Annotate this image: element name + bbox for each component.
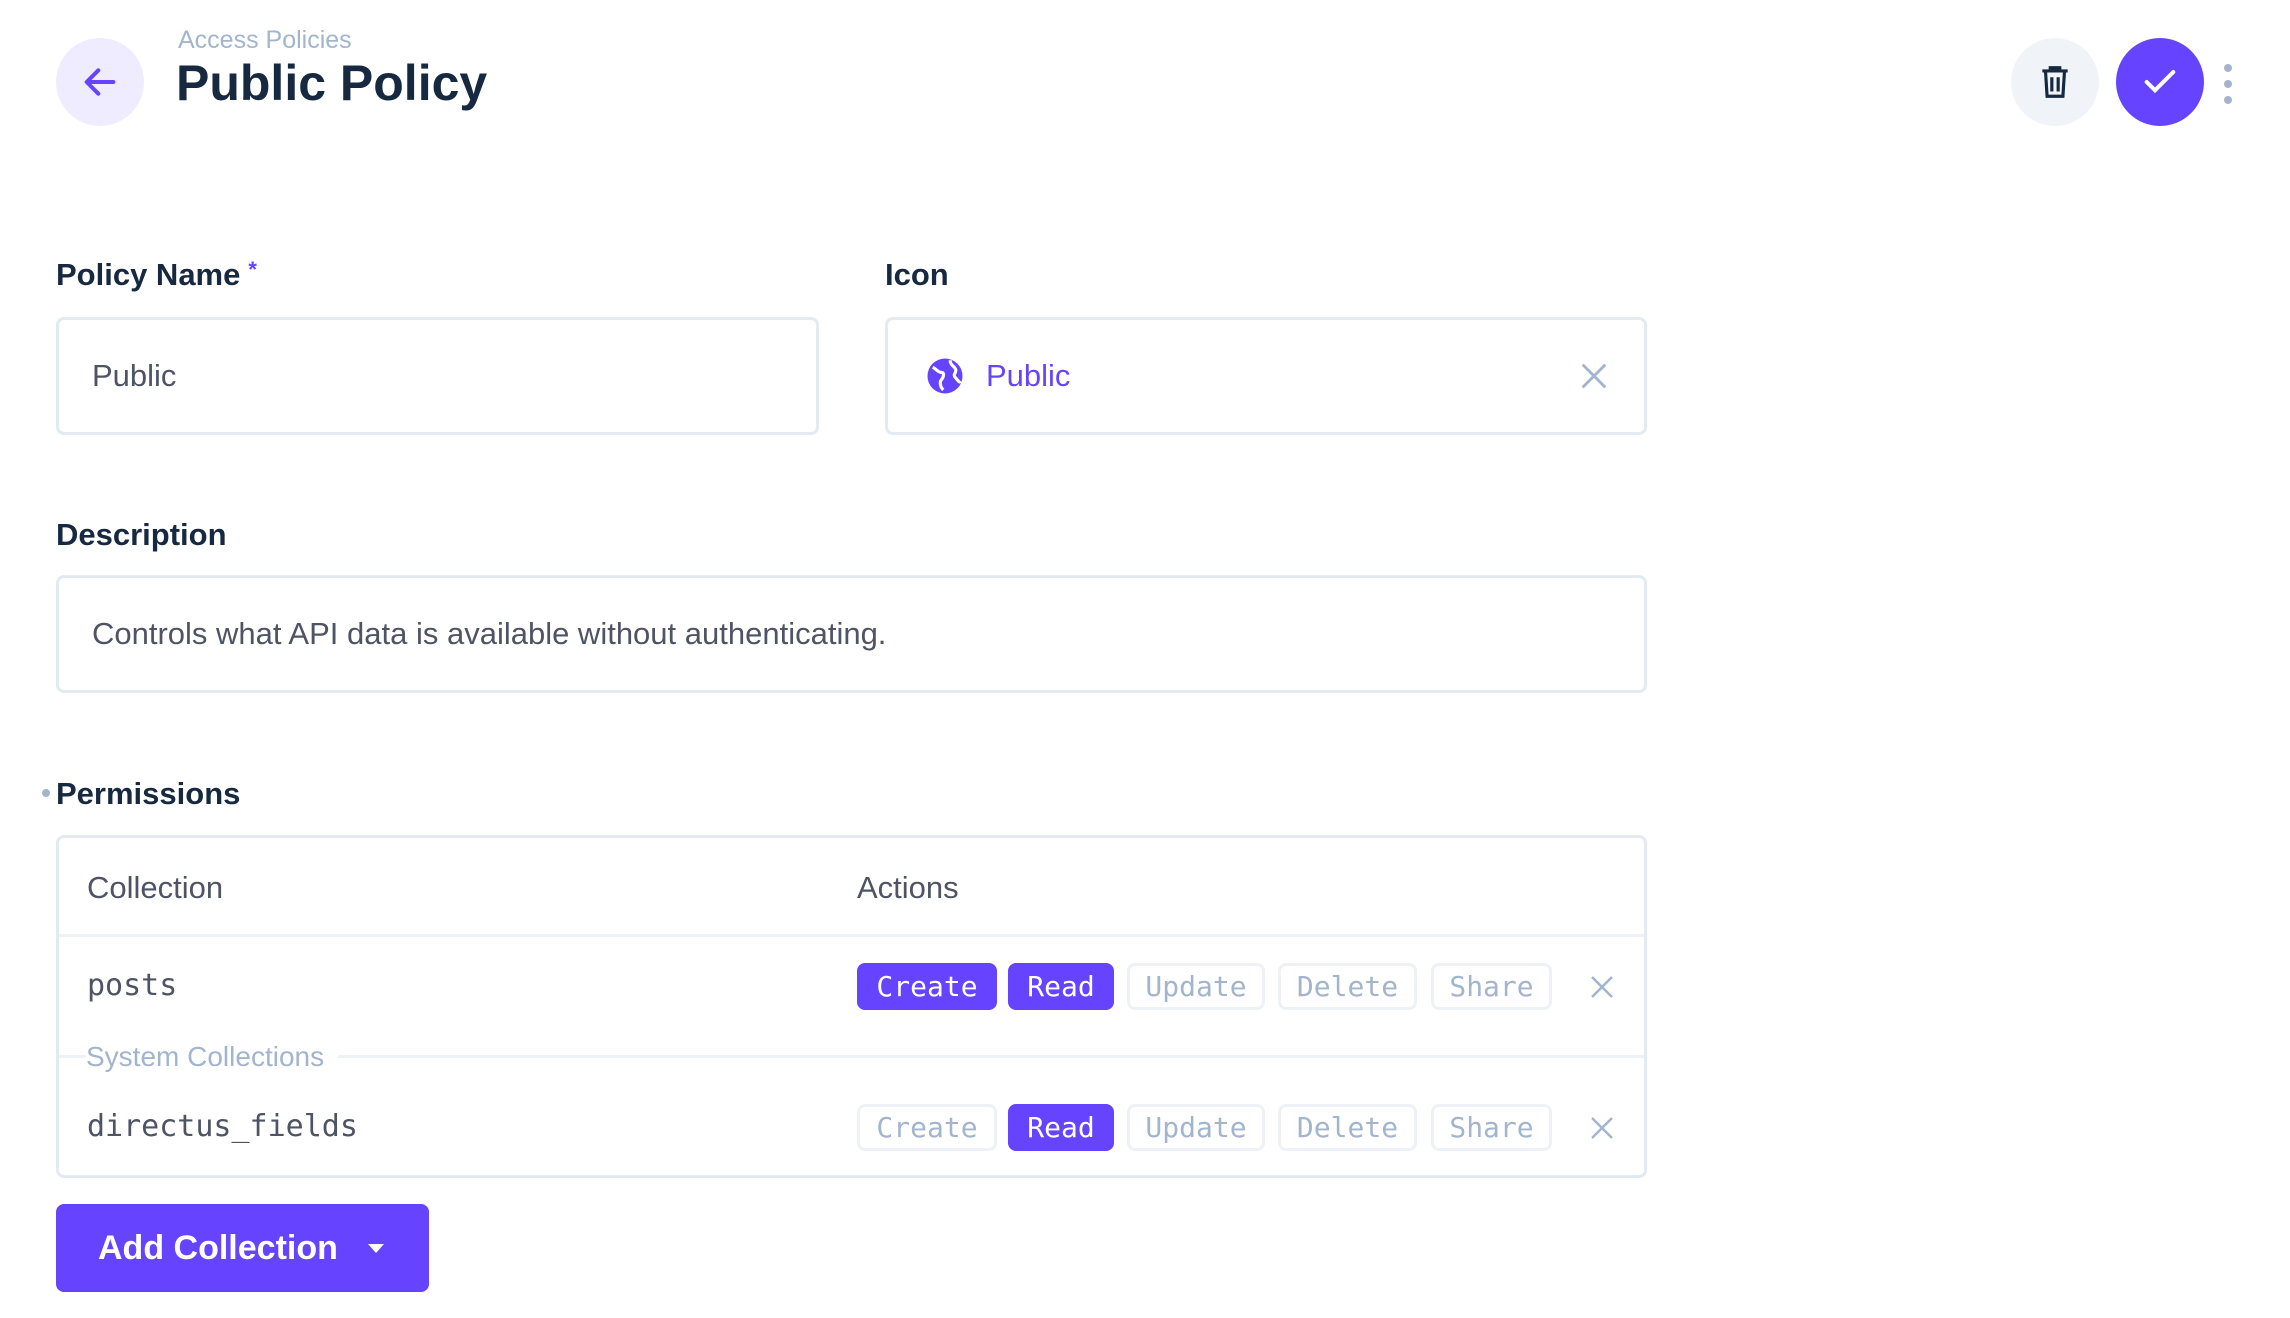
delete-button[interactable]: [2011, 38, 2099, 126]
edited-indicator: [42, 789, 50, 797]
header-divider: [59, 934, 1644, 937]
remove-collection-icon[interactable]: [1587, 972, 1617, 1002]
icon-label: Icon: [885, 257, 949, 292]
back-button[interactable]: [56, 38, 144, 126]
collection-name: posts: [87, 968, 178, 1003]
description-label: Description: [56, 517, 227, 552]
permission-update-toggle[interactable]: Update: [1127, 1104, 1265, 1151]
permission-create-toggle[interactable]: Create: [857, 963, 997, 1010]
group-divider: [59, 1055, 1644, 1058]
public-globe-icon: [927, 358, 963, 394]
more-options-button[interactable]: [2220, 64, 2236, 104]
icon-value: Public: [986, 358, 1071, 393]
permission-share-toggle[interactable]: Share: [1431, 1104, 1552, 1151]
policy-name-input[interactable]: Public: [56, 317, 819, 435]
page-title: Public Policy: [176, 55, 488, 111]
permissions-label: Permissions: [56, 776, 241, 811]
permission-create-toggle[interactable]: Create: [857, 1104, 997, 1151]
column-header-actions: Actions: [857, 870, 959, 905]
permission-update-toggle[interactable]: Update: [1127, 963, 1265, 1010]
collection-name: directus_fields: [87, 1109, 358, 1144]
add-collection-label: Add Collection: [98, 1228, 338, 1267]
remove-collection-icon[interactable]: [1587, 1113, 1617, 1143]
description-input[interactable]: Controls what API data is available with…: [56, 575, 1647, 693]
check-icon: [2144, 70, 2176, 94]
required-mark: *: [248, 257, 257, 282]
policy-name-label: Policy Name *: [56, 257, 257, 292]
permission-read-toggle[interactable]: Read: [1008, 963, 1114, 1010]
trash-icon: [2042, 66, 2068, 98]
description-value: Controls what API data is available with…: [92, 616, 887, 651]
permission-share-toggle[interactable]: Share: [1431, 963, 1552, 1010]
permission-delete-toggle[interactable]: Delete: [1278, 1104, 1417, 1151]
save-button[interactable]: [2116, 38, 2204, 126]
system-collections-label: System Collections: [86, 1041, 339, 1073]
caret-down-icon: [367, 1244, 384, 1253]
breadcrumb[interactable]: Access Policies: [178, 26, 352, 54]
policy-name-value: Public: [92, 358, 177, 393]
add-collection-button[interactable]: Add Collection: [56, 1204, 429, 1292]
permissions-table: Collection Actions System Collections po…: [56, 835, 1647, 1178]
permission-delete-toggle[interactable]: Delete: [1278, 963, 1417, 1010]
clear-icon[interactable]: [1577, 359, 1611, 393]
permission-read-toggle[interactable]: Read: [1008, 1104, 1114, 1151]
column-header-collection: Collection: [87, 870, 224, 905]
arrow-left-icon: [84, 68, 116, 96]
icon-select[interactable]: Public: [885, 317, 1647, 435]
